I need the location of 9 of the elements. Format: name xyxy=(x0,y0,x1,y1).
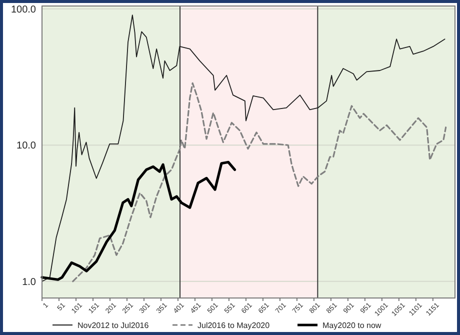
line-series xyxy=(40,160,236,281)
legend-label: Nov2012 to Jul2016 xyxy=(78,320,150,330)
legend-label: May2020 to now xyxy=(322,320,382,330)
y-tick-label: 100.0 xyxy=(10,4,36,16)
line-series xyxy=(72,82,447,282)
y-tick-label: 1.0 xyxy=(22,276,36,288)
y-tick-label: 10.0 xyxy=(16,140,36,152)
legend-label: Jul2016 to May2020 xyxy=(198,320,270,330)
line-series xyxy=(42,14,446,282)
